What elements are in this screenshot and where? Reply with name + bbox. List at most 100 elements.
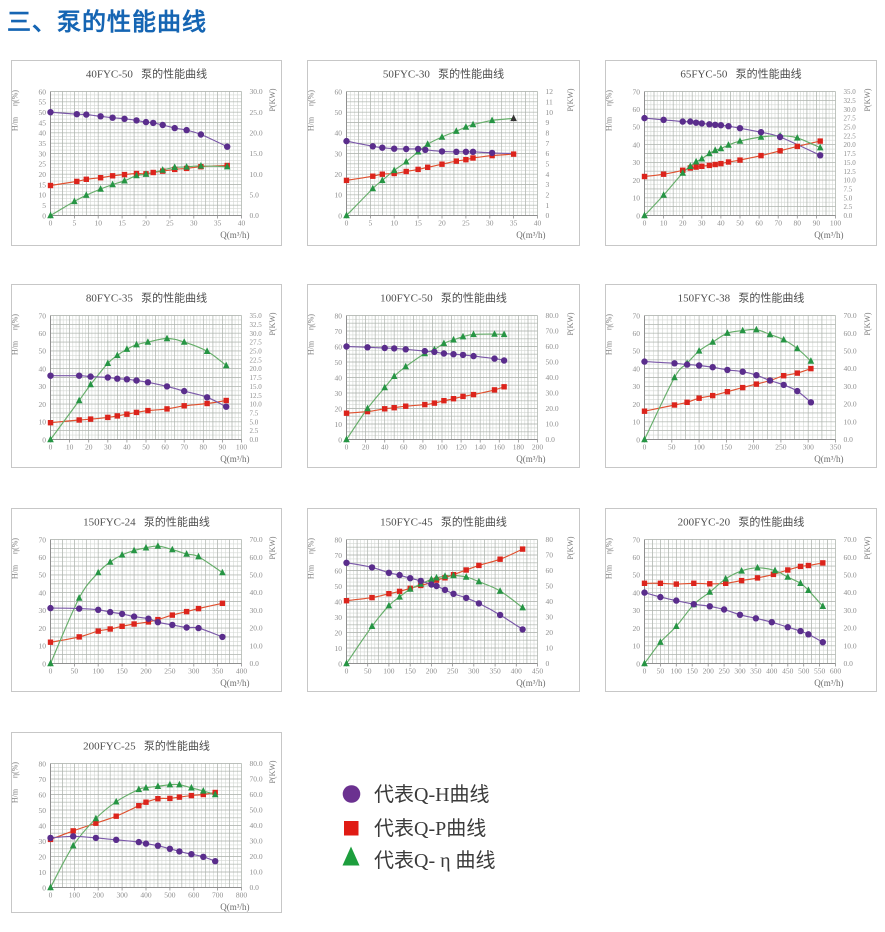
svg-text:η(%): η(%) [307, 314, 316, 331]
svg-text:35.0: 35.0 [250, 312, 263, 320]
svg-text:40: 40 [39, 129, 47, 138]
svg-text:η(%): η(%) [605, 538, 614, 555]
svg-text:500: 500 [164, 891, 176, 900]
svg-text:70.0: 70.0 [546, 327, 559, 336]
svg-text:5.0: 5.0 [250, 190, 260, 199]
svg-text:50: 50 [39, 347, 47, 356]
svg-text:25: 25 [462, 219, 470, 228]
svg-text:代表Q-P曲线: 代表Q-P曲线 [374, 817, 486, 840]
svg-text:三、泵的性能曲线: 三、泵的性能曲线 [7, 8, 207, 36]
svg-text:20: 20 [335, 404, 343, 413]
svg-text:80: 80 [39, 759, 47, 768]
svg-text:200: 200 [93, 891, 105, 900]
svg-text:H/m: H/m [605, 116, 614, 131]
svg-text:100: 100 [671, 667, 683, 676]
svg-text:70.0: 70.0 [844, 535, 857, 544]
svg-text:0: 0 [49, 667, 53, 676]
svg-text:300: 300 [188, 667, 200, 676]
svg-text:7.5: 7.5 [250, 410, 259, 418]
svg-text:200: 200 [140, 667, 152, 676]
svg-text:0.0: 0.0 [250, 659, 260, 668]
svg-text:350: 350 [212, 667, 224, 676]
svg-text:10: 10 [94, 219, 102, 228]
svg-text:300: 300 [734, 667, 746, 676]
svg-text:55: 55 [39, 98, 47, 107]
svg-text:20: 20 [85, 443, 93, 452]
svg-text:0: 0 [338, 435, 342, 444]
svg-text:2.5: 2.5 [844, 203, 853, 211]
svg-text:P(KW): P(KW) [268, 536, 277, 559]
svg-text:10.0: 10.0 [844, 641, 857, 650]
svg-text:20.0: 20.0 [546, 404, 559, 413]
svg-text:20: 20 [362, 443, 370, 452]
svg-text:10.0: 10.0 [250, 641, 263, 650]
svg-text:10.0: 10.0 [844, 177, 857, 185]
svg-text:10: 10 [39, 191, 47, 200]
svg-text:100: 100 [436, 443, 448, 452]
svg-text:2: 2 [546, 190, 550, 199]
svg-text:20.0: 20.0 [844, 400, 857, 409]
svg-text:12.5: 12.5 [250, 392, 263, 400]
svg-text:50: 50 [335, 108, 343, 117]
svg-text:50: 50 [39, 108, 47, 117]
svg-text:150: 150 [721, 443, 733, 452]
svg-text:30: 30 [39, 837, 47, 846]
svg-text:22.5: 22.5 [844, 132, 857, 140]
svg-text:60.0: 60.0 [250, 553, 263, 562]
svg-text:30: 30 [39, 606, 47, 615]
svg-text:0: 0 [345, 219, 349, 228]
svg-text:7: 7 [546, 139, 550, 148]
svg-text:20.0: 20.0 [844, 141, 857, 149]
svg-text:40.0: 40.0 [250, 588, 263, 597]
svg-text:27.5: 27.5 [250, 339, 263, 347]
svg-text:11: 11 [546, 97, 553, 106]
svg-text:30.0: 30.0 [250, 837, 263, 846]
svg-text:H/m: H/m [605, 340, 614, 355]
svg-text:30: 30 [39, 382, 47, 391]
svg-text:70: 70 [774, 219, 782, 228]
svg-text:90: 90 [813, 219, 821, 228]
svg-text:350: 350 [830, 443, 842, 452]
svg-text:Q(m³/h): Q(m³/h) [516, 454, 545, 464]
svg-text:30: 30 [335, 613, 343, 622]
svg-text:80: 80 [546, 535, 554, 544]
svg-text:70: 70 [546, 551, 554, 560]
svg-text:0: 0 [338, 211, 342, 220]
svg-text:32.5: 32.5 [250, 321, 263, 329]
svg-text:10.0: 10.0 [546, 420, 559, 429]
svg-text:P(KW): P(KW) [863, 88, 872, 111]
svg-text:150FYC-38 泵的性能曲线: 150FYC-38 泵的性能曲线 [678, 291, 805, 305]
svg-text:7.5: 7.5 [844, 186, 853, 194]
svg-text:10: 10 [39, 642, 47, 651]
svg-text:P(KW): P(KW) [566, 312, 575, 335]
svg-text:0: 0 [636, 659, 640, 668]
svg-text:30: 30 [633, 606, 641, 615]
svg-text:15.0: 15.0 [250, 383, 263, 391]
svg-text:50FYC-30 泵的性能曲线: 50FYC-30 泵的性能曲线 [383, 67, 504, 81]
svg-text:10: 10 [335, 644, 343, 653]
svg-text:25: 25 [39, 160, 47, 169]
svg-text:22.5: 22.5 [250, 356, 263, 364]
svg-text:100FYC-50 泵的性能曲线: 100FYC-50 泵的性能曲线 [380, 291, 507, 305]
svg-text:10: 10 [335, 420, 343, 429]
svg-text:10: 10 [660, 219, 668, 228]
svg-text:70.0: 70.0 [250, 775, 263, 784]
svg-text:0: 0 [546, 211, 550, 220]
svg-text:200: 200 [703, 667, 715, 676]
svg-text:H/m: H/m [307, 564, 316, 579]
svg-text:0: 0 [49, 891, 53, 900]
svg-text:Q(m³/h): Q(m³/h) [814, 454, 843, 464]
svg-text:40.0: 40.0 [844, 364, 857, 373]
svg-text:350: 350 [489, 667, 501, 676]
svg-text:40: 40 [123, 443, 131, 452]
svg-text:400: 400 [236, 667, 248, 676]
svg-text:70: 70 [633, 87, 641, 96]
svg-text:0: 0 [643, 219, 647, 228]
svg-text:60.0: 60.0 [844, 553, 857, 562]
svg-text:50: 50 [39, 571, 47, 580]
svg-text:60: 60 [546, 566, 554, 575]
svg-text:P(KW): P(KW) [268, 760, 277, 783]
svg-text:200FYC-20 泵的性能曲线: 200FYC-20 泵的性能曲线 [678, 515, 805, 529]
svg-text:P(KW): P(KW) [863, 536, 872, 559]
svg-text:350: 350 [750, 667, 762, 676]
